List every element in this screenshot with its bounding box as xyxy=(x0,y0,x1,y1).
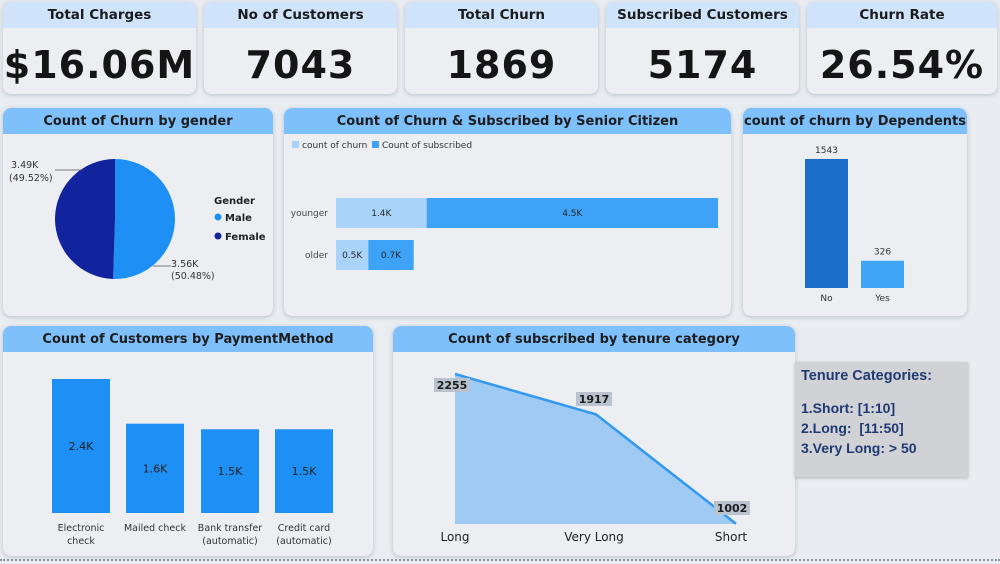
payment-category-label: Mailed check xyxy=(124,523,187,534)
chart-tenure: Count of subscribed by tenure category 2… xyxy=(393,326,795,556)
pie-legend-marker xyxy=(214,232,222,240)
payment-bar-label: 1.6K xyxy=(143,462,168,475)
dependents-category-label: Yes xyxy=(874,294,890,304)
tenure-data-label: 1002 xyxy=(717,502,748,515)
tenure-data-label-bg xyxy=(714,501,750,515)
note-title: Tenure Categories: xyxy=(801,368,933,384)
pie-slice-male xyxy=(113,159,176,279)
tenure-area-fill xyxy=(455,374,736,524)
tenure-data-label: 1917 xyxy=(579,393,610,406)
dependents-bar-no xyxy=(805,159,848,288)
chart-title: Count of Churn by gender xyxy=(3,108,273,134)
pie-legend-marker xyxy=(214,213,222,221)
senior-category-label: older xyxy=(305,251,328,261)
senior-legend-marker xyxy=(292,141,299,148)
senior-bar-label: 0.5K xyxy=(342,251,363,261)
pie-data-label: (49.52%) xyxy=(9,173,53,184)
kpi-card-total-charges: Total Charges $16.06M xyxy=(3,2,196,94)
payment-category-label: Electronic xyxy=(58,523,105,534)
pie-data-label: 3.56K xyxy=(171,259,199,270)
page-bottom-divider xyxy=(0,559,1000,561)
senior-bar-subscribed xyxy=(426,198,718,228)
chart-gender: Count of Churn by gender 3.49K (49.52%) 3.… xyxy=(3,108,273,316)
pie-legend-label: Male xyxy=(225,213,252,224)
senior-bar-label: 4.5K xyxy=(562,209,583,219)
tenure-data-label: 2255 xyxy=(437,379,468,392)
senior-bar-label: 0.7K xyxy=(381,251,402,261)
senior-bar-churn xyxy=(336,198,427,228)
pie-data-label: 3.49K xyxy=(11,160,39,171)
pie-data-label: (50.48%) xyxy=(171,271,215,282)
tenure-category-label: Very Long xyxy=(564,530,624,544)
chart-senior-citizen: Count of Churn & Subscribed by Senior Ci… xyxy=(284,108,731,316)
tenure-area-line xyxy=(454,372,737,525)
payment-bar xyxy=(201,429,259,513)
senior-bar-label: 1.4K xyxy=(371,209,392,219)
senior-bar-churn xyxy=(336,240,369,270)
pie-slice-female xyxy=(55,159,115,279)
tenure-data-label-bg xyxy=(576,392,612,406)
kpi-title: No of Customers xyxy=(204,2,397,28)
senior-category-label: younger xyxy=(291,209,328,219)
kpi-value: 7043 xyxy=(245,43,356,87)
payment-bar xyxy=(52,379,110,513)
tenure-categories-note: Tenure Categories: 1.Short: [1:10] 2.Lon… xyxy=(795,362,968,477)
tenure-category-label: Short xyxy=(715,530,747,544)
kpi-card-customers: No of Customers 7043 xyxy=(204,2,397,94)
payment-category-label: (automatic) xyxy=(276,536,331,547)
senior-legend-label: count of churn xyxy=(302,141,367,151)
chart-title: Count of Customers by PaymentMethod xyxy=(3,326,373,352)
payment-bar-label: 1.5K xyxy=(292,465,317,478)
kpi-title: Subscribed Customers xyxy=(606,2,799,28)
kpi-value: 26.54% xyxy=(819,43,985,87)
kpi-card-subscribed: Subscribed Customers 5174 xyxy=(606,2,799,94)
tenure-data-label-bg xyxy=(434,378,470,392)
kpi-card-churn-rate: Churn Rate 26.54% xyxy=(807,2,997,94)
senior-bar-subscribed xyxy=(368,240,414,270)
gender-pie-svg: 3.49K (49.52%) 3.56K(50.48%) Gender Male Fema… xyxy=(9,159,266,282)
senior-bar-svg: count of churn Count of subscribed younger… xyxy=(291,141,718,270)
chart-title: Count of Churn & Subscribed by Senior Ci… xyxy=(284,108,731,134)
payment-category-label: Credit card xyxy=(278,523,330,534)
kpi-card-total-churn: Total Churn 1869 xyxy=(405,2,598,94)
kpi-value: 1869 xyxy=(446,43,557,87)
tenure-area-svg: 2255 1917 1002 Long Very Long Short xyxy=(434,372,750,544)
payment-category-label: Bank transfer xyxy=(198,523,262,534)
dependents-bar-yes xyxy=(861,260,904,288)
senior-legend-marker xyxy=(372,141,379,148)
payment-bar xyxy=(126,423,184,513)
chart-payment-method: Count of Customers by PaymentMethod 2.4K… xyxy=(3,326,373,556)
pie-legend-title: Gender xyxy=(214,196,255,207)
dependents-bar-label: 326 xyxy=(874,248,891,258)
payment-bar-svg: 2.4K Electronic check 1.6K Mailed check 1.5K B… xyxy=(52,379,333,547)
kpi-value: $16.06M xyxy=(3,43,196,87)
chart-dependents: count of churn by Dependents 1543 No 326 Ye… xyxy=(743,108,967,316)
dependents-category-label: No xyxy=(820,294,833,304)
tenure-category-label: Long xyxy=(440,530,469,544)
dependents-bar-label: 1543 xyxy=(815,146,838,156)
chart-title: Count of subscribed by tenure category xyxy=(393,326,795,352)
payment-category-label: (automatic) xyxy=(202,536,257,547)
dependents-bar-svg: 1543 No 326 Yes xyxy=(805,146,904,304)
kpi-title: Total Charges xyxy=(3,2,196,28)
payment-bar-label: 1.5K xyxy=(218,465,243,478)
payment-category-label: check xyxy=(67,536,95,547)
payment-bar xyxy=(275,429,333,513)
payment-bar-label: 2.4K xyxy=(69,440,94,453)
kpi-title: Total Churn xyxy=(405,2,598,28)
chart-title: count of churn by Dependents xyxy=(743,108,967,134)
kpi-title: Churn Rate xyxy=(807,2,997,28)
senior-legend-label: Count of subscribed xyxy=(382,141,472,151)
note-line: 1.Short: [1:10] xyxy=(801,400,896,416)
note-line: 2.Long: [11:50] xyxy=(801,420,904,436)
pie-legend-label: Female xyxy=(225,232,266,243)
kpi-value: 5174 xyxy=(647,43,758,87)
note-line: 3.Very Long: > 50 xyxy=(801,440,917,456)
